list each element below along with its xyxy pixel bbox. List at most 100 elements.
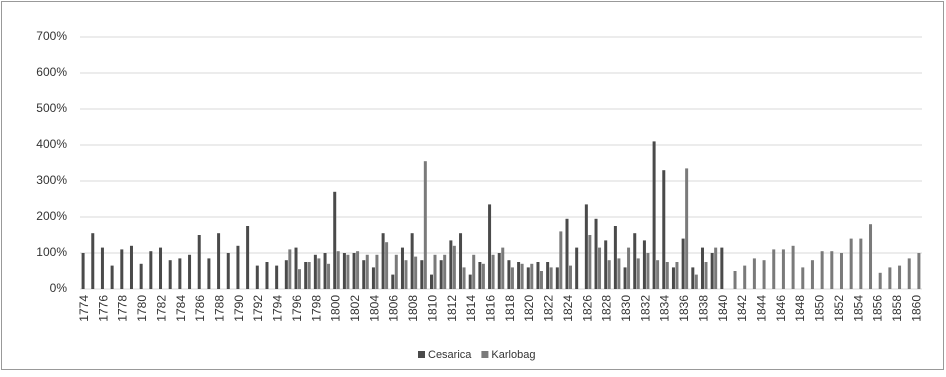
legend-swatch: [481, 351, 489, 358]
bar: [433, 254, 437, 289]
bar: [700, 247, 704, 289]
bar: [623, 267, 627, 289]
bar: [381, 233, 385, 289]
bar: [685, 168, 689, 289]
y-tick-label: 500%: [36, 101, 67, 115]
bar: [613, 226, 617, 289]
y-tick-label: 700%: [36, 29, 67, 43]
x-tick-label: 1798: [309, 295, 323, 322]
bar: [394, 254, 398, 289]
bar: [385, 242, 389, 289]
bar: [298, 269, 302, 289]
x-tick-label: 1828: [600, 295, 614, 322]
bar: [430, 274, 434, 289]
bar: [346, 254, 350, 289]
bar: [604, 240, 608, 289]
bar: [400, 247, 404, 289]
x-tick-label: 1816: [483, 295, 497, 322]
bar: [207, 258, 211, 289]
x-tick-label: 1840: [716, 295, 730, 322]
y-tick-label: 300%: [36, 173, 67, 187]
bar: [656, 260, 660, 289]
x-tick-label: 1784: [174, 295, 188, 322]
bar: [362, 260, 366, 289]
bar: [159, 247, 163, 289]
bar: [462, 267, 466, 289]
bar: [720, 247, 724, 289]
x-tick-label: 1834: [658, 295, 672, 322]
bar: [120, 249, 124, 289]
bar: [468, 274, 472, 289]
x-tick-label: 1844: [754, 295, 768, 322]
bar: [449, 240, 453, 289]
x-tick-label: 1852: [832, 295, 846, 322]
bar: [546, 262, 550, 289]
bar: [443, 254, 447, 289]
legend-label: Cesarica: [428, 349, 472, 361]
bar: [710, 253, 714, 289]
bar: [536, 262, 540, 289]
bar: [491, 254, 495, 289]
legend-label: Karlobag: [491, 349, 535, 361]
bar: [423, 161, 427, 289]
y-tick-label: 200%: [36, 209, 67, 223]
bar: [129, 245, 133, 289]
bar: [752, 258, 756, 289]
bar: [781, 249, 785, 289]
x-tick-label: 1812: [445, 295, 459, 322]
x-tick-label: 1794: [271, 295, 285, 322]
bar: [714, 247, 718, 289]
bar: [288, 249, 292, 289]
bar: [81, 253, 85, 289]
x-tick-label: 1860: [909, 295, 923, 322]
bar: [691, 267, 695, 289]
bar: [481, 263, 485, 289]
bar: [501, 247, 505, 289]
bar: [323, 253, 327, 289]
bar: [391, 274, 395, 289]
bar: [617, 258, 621, 289]
bar: [439, 260, 443, 289]
bar: [149, 251, 153, 289]
x-tick-label: 1820: [522, 295, 536, 322]
bar: [555, 267, 559, 289]
x-tick-label: 1818: [503, 295, 517, 322]
bar: [869, 224, 873, 289]
bar: [762, 260, 766, 289]
x-tick-label: 1800: [329, 295, 343, 322]
bar: [255, 265, 259, 289]
x-tick-label: 1792: [251, 295, 265, 322]
bar: [772, 249, 776, 289]
bar: [662, 170, 666, 289]
bar: [246, 226, 250, 289]
x-tick-label: 1810: [425, 295, 439, 322]
bar: [849, 238, 853, 289]
bar: [530, 263, 534, 289]
bar: [275, 265, 279, 289]
bar: [488, 204, 492, 289]
bar: [907, 258, 911, 289]
bar: [665, 262, 669, 289]
bar: [607, 260, 611, 289]
bar: [459, 233, 463, 289]
legend-swatch: [418, 351, 425, 358]
bar: [584, 204, 588, 289]
bar: [352, 253, 356, 289]
bar: [652, 141, 656, 289]
bar: [888, 267, 892, 289]
bar: [365, 254, 369, 289]
bar: [356, 251, 360, 289]
bar: [917, 253, 921, 289]
bar: [178, 258, 182, 289]
x-tick-label: 1858: [890, 295, 904, 322]
bar: [839, 253, 843, 289]
bar: [313, 254, 317, 289]
bar: [197, 235, 201, 289]
bar: [801, 267, 805, 289]
bar: [594, 218, 598, 289]
x-tick-label: 1778: [116, 295, 130, 322]
bar: [472, 254, 476, 289]
bar: [575, 247, 579, 289]
bar: [410, 233, 414, 289]
